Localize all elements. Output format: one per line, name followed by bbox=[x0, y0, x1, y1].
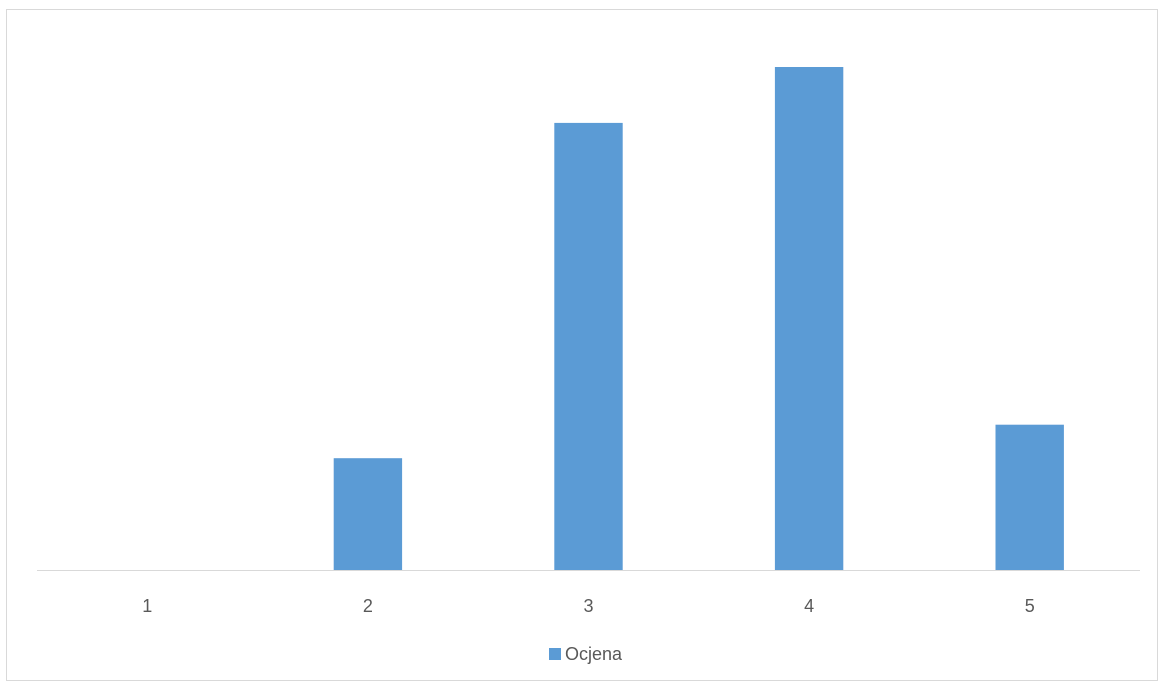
legend-label: Ocjena bbox=[565, 644, 623, 664]
x-tick-label-3: 3 bbox=[583, 596, 593, 616]
legend: Ocjena bbox=[549, 644, 623, 664]
bar-4 bbox=[774, 67, 844, 570]
x-tick-label-2: 2 bbox=[363, 596, 373, 616]
bar-3 bbox=[554, 122, 623, 571]
x-tick-label-1: 1 bbox=[142, 596, 152, 616]
x-axis-tick-labels: 1 2 3 4 5 bbox=[142, 596, 1034, 616]
bar-group bbox=[333, 67, 1064, 571]
x-tick-label-4: 4 bbox=[804, 596, 814, 616]
legend-swatch bbox=[549, 648, 561, 660]
x-tick-label-5: 5 bbox=[1025, 596, 1035, 616]
bar-2 bbox=[333, 458, 403, 570]
bar-5 bbox=[995, 424, 1064, 570]
